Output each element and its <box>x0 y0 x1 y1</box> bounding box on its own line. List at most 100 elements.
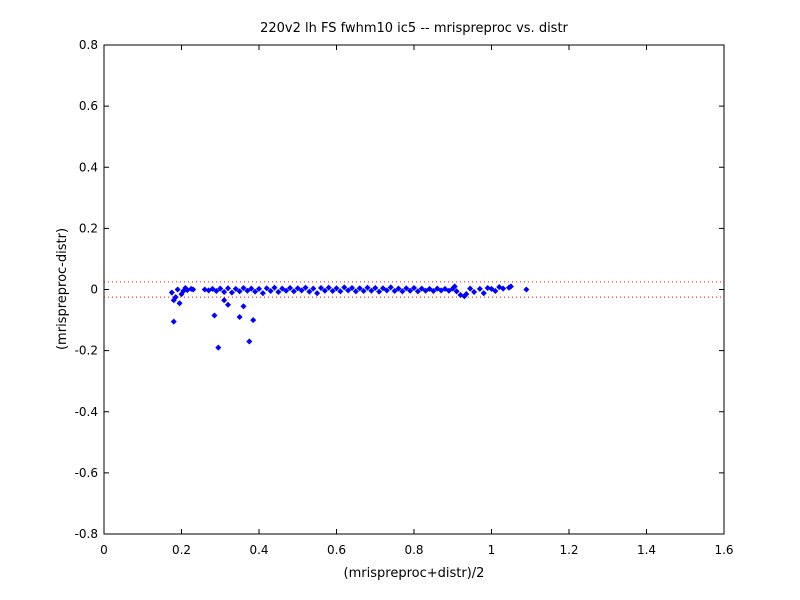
x-tick-label: 0.6 <box>327 543 346 557</box>
data-point <box>224 285 232 292</box>
data-point <box>290 288 297 295</box>
data-point <box>240 284 247 291</box>
data-point <box>267 288 274 295</box>
x-tick-label: 0.2 <box>172 543 191 557</box>
data-point <box>302 284 309 291</box>
data-point <box>430 288 437 295</box>
data-point <box>298 287 305 294</box>
data-point <box>170 318 177 325</box>
x-tick-label: 1.2 <box>559 543 578 557</box>
x-tick-label: 0.8 <box>404 543 423 557</box>
data-point <box>505 284 512 291</box>
data-point <box>333 285 340 292</box>
data-point <box>471 288 478 295</box>
chart-title: 220v2 lh FS fwhm10 ic5 -- mrispreproc vs… <box>260 21 568 36</box>
data-point <box>221 297 228 304</box>
data-point <box>441 285 449 292</box>
axis-ticks: 0 0.2 0.4 0.6 0.8 1 1.2 1.4 1.6 -0.8 -0.6 -0.4 -0.2 0… <box>75 38 734 557</box>
data-point <box>228 289 235 296</box>
data-point <box>250 317 257 324</box>
data-point <box>275 288 282 295</box>
y-tick-label: 0 <box>90 283 98 297</box>
data-point <box>360 288 367 295</box>
data-point <box>341 284 348 291</box>
data-point <box>372 284 379 291</box>
data-point <box>337 288 344 295</box>
y-tick-label: -0.4 <box>75 405 98 419</box>
data-point <box>213 288 220 295</box>
data-point <box>376 288 383 295</box>
data-point <box>190 286 197 293</box>
x-tick-label: 0 <box>100 543 108 557</box>
data-point <box>352 288 359 295</box>
data-point <box>271 284 278 291</box>
data-point <box>244 287 251 294</box>
data-points <box>168 283 530 351</box>
y-axis-label: (mrispreproc-distr) <box>55 228 70 350</box>
x-axis-label: (mrispreproc+distr)/2 <box>344 566 485 581</box>
data-point <box>232 285 239 292</box>
data-point <box>379 285 387 292</box>
data-point <box>240 303 247 310</box>
data-point <box>480 290 487 297</box>
data-point <box>453 288 460 295</box>
data-point <box>383 287 390 294</box>
data-point <box>321 287 328 294</box>
data-point <box>387 284 394 291</box>
data-point <box>451 283 458 290</box>
data-point <box>184 287 191 294</box>
data-point <box>422 287 429 294</box>
data-point <box>329 288 336 295</box>
y-tick-label: -0.2 <box>75 344 98 358</box>
data-point <box>246 338 253 345</box>
data-point <box>209 285 216 292</box>
data-point <box>414 288 421 295</box>
data-point <box>467 285 474 292</box>
data-point <box>221 288 228 295</box>
data-point <box>224 301 232 308</box>
data-point <box>325 284 332 291</box>
data-point <box>236 288 243 295</box>
data-point <box>426 285 433 292</box>
data-point <box>391 288 398 295</box>
y-tick-label: -0.8 <box>75 527 98 541</box>
data-point <box>356 285 363 292</box>
data-point <box>476 285 483 292</box>
data-point <box>463 291 470 298</box>
x-tick-label: 1 <box>488 543 496 557</box>
data-point <box>306 288 313 295</box>
data-point <box>172 294 179 301</box>
data-point <box>403 285 410 292</box>
y-tick-label: -0.6 <box>75 466 98 480</box>
data-point <box>236 313 243 321</box>
data-point <box>445 287 452 294</box>
data-point <box>364 284 371 291</box>
data-point <box>286 284 294 291</box>
data-point <box>418 285 425 292</box>
data-point <box>314 290 321 297</box>
y-tick-label: 0.6 <box>79 99 98 113</box>
data-point <box>317 284 325 291</box>
data-point <box>345 287 352 294</box>
data-point <box>348 284 356 291</box>
data-point <box>259 290 266 297</box>
data-point <box>500 285 507 292</box>
data-point <box>168 289 175 296</box>
data-point <box>211 312 218 319</box>
y-tick-label: 0.4 <box>79 160 98 174</box>
data-point <box>217 285 224 292</box>
y-tick-label: 0.2 <box>79 221 98 235</box>
data-point <box>252 288 259 295</box>
data-point <box>410 284 418 291</box>
data-point <box>492 288 499 295</box>
y-tick-label: 0.8 <box>79 38 98 52</box>
data-point <box>407 287 414 294</box>
data-point <box>248 285 255 292</box>
data-point <box>176 300 183 307</box>
x-tick-label: 1.6 <box>714 543 733 557</box>
data-point <box>174 286 181 293</box>
data-point <box>294 285 301 292</box>
data-point <box>215 344 222 351</box>
